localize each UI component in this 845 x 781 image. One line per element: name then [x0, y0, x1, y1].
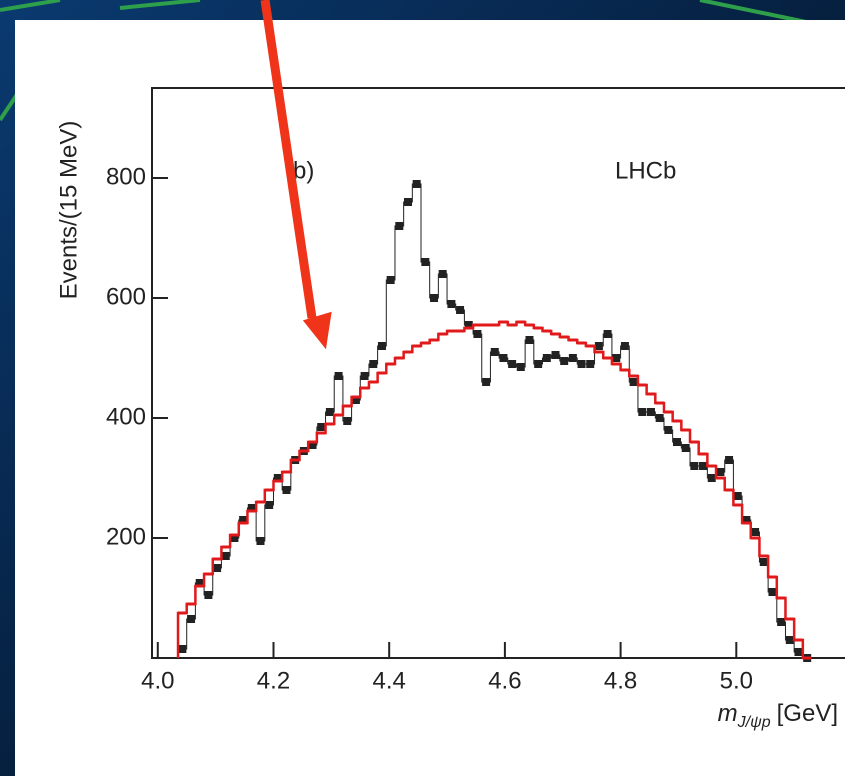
- data-point: [482, 378, 491, 386]
- plot-frame: [151, 87, 845, 659]
- data-point: [742, 516, 751, 524]
- data-point: [733, 492, 742, 500]
- x-tick-label: 4.0: [141, 667, 174, 694]
- data-point: [187, 615, 196, 623]
- y-tick-label: 400: [106, 403, 146, 430]
- data-point: [612, 354, 621, 362]
- data-point: [673, 438, 681, 446]
- data-point: [638, 408, 647, 416]
- data-point: [508, 360, 517, 368]
- data-point: [568, 354, 577, 362]
- data-point: [516, 363, 525, 371]
- data-point: [247, 504, 256, 512]
- data-point: [239, 516, 248, 524]
- data-point: [681, 444, 690, 452]
- x-axis-label: mJ/ψp [GeV]: [718, 700, 838, 731]
- y-tick-label: 800: [106, 163, 146, 190]
- x-tick-label: 4.4: [373, 667, 406, 694]
- data-point: [620, 342, 629, 350]
- data-point: [473, 330, 482, 338]
- plot: 200 400 600 800 4.0 4.2 4.4 4.6 4.8 5.0: [106, 163, 812, 694]
- experiment-label: LHCb: [615, 157, 676, 184]
- data-point: [655, 414, 664, 422]
- data-point: [534, 360, 543, 368]
- data-point: [699, 462, 708, 470]
- data-point: [308, 441, 317, 449]
- y-tick-label: 600: [106, 283, 146, 310]
- arrow-head: [302, 311, 332, 350]
- data-point: [317, 423, 326, 431]
- data-point: [499, 354, 508, 362]
- data-point: [464, 321, 473, 329]
- data-point: [256, 537, 265, 545]
- data-point: [690, 462, 699, 470]
- data-point: [525, 336, 534, 344]
- data-point: [725, 456, 734, 464]
- data-point: [351, 396, 360, 404]
- panel: [15, 20, 845, 776]
- data-point: [213, 564, 222, 572]
- data-point: [794, 648, 803, 656]
- data-point: [542, 354, 551, 362]
- data-point: [490, 348, 499, 356]
- x-label-subscript: J/ψp: [737, 714, 771, 731]
- data-point: [273, 474, 282, 482]
- data-point: [230, 534, 239, 542]
- data-point: [646, 408, 655, 416]
- data-point: [282, 486, 291, 494]
- y-axis-label: Events/(15 MeV): [55, 121, 82, 300]
- data-point: [195, 579, 204, 587]
- data-point: [412, 180, 421, 188]
- data-point: [785, 636, 794, 644]
- data-point: [221, 552, 230, 560]
- data-point: [603, 330, 612, 338]
- data-point: [343, 417, 352, 425]
- data-point: [204, 591, 213, 599]
- data-point: [777, 618, 786, 626]
- x-tick-label: 4.2: [257, 667, 290, 694]
- data-point: [438, 270, 447, 278]
- data-point: [456, 306, 465, 314]
- data-point: [325, 408, 334, 416]
- y-tick-label: 200: [106, 523, 146, 550]
- data-point: [629, 378, 638, 386]
- x-label-unit: [GeV]: [777, 700, 838, 727]
- data-point: [360, 372, 369, 380]
- data-point: [377, 342, 386, 350]
- x-tick-label: 4.6: [488, 667, 521, 694]
- x-tick-label: 4.8: [604, 667, 637, 694]
- data-point: [403, 198, 412, 206]
- data-point: [586, 360, 595, 368]
- data-point: [447, 300, 456, 308]
- data-point: [594, 342, 603, 350]
- arrow-shaft: [260, 0, 317, 319]
- data-point: [265, 501, 274, 509]
- data-point: [430, 294, 439, 302]
- data-point: [551, 351, 560, 359]
- x-tick-label: 5.0: [720, 667, 753, 694]
- x-label-symbol: m: [718, 700, 738, 727]
- data-point: [716, 468, 725, 476]
- data-point: [421, 258, 430, 266]
- step-outline: [176, 320, 812, 660]
- data-point: [768, 588, 777, 596]
- data-point: [386, 276, 395, 284]
- data-point: [751, 528, 760, 536]
- background-streaks: [0, 0, 845, 122]
- data-point: [759, 558, 768, 566]
- data-point: [707, 474, 716, 482]
- data-point: [178, 645, 187, 653]
- data-point: [369, 360, 378, 368]
- data-point: [577, 360, 586, 368]
- data-point: [664, 426, 673, 434]
- data-point: [334, 372, 343, 380]
- data-point: [560, 357, 569, 365]
- data-point: [395, 222, 404, 230]
